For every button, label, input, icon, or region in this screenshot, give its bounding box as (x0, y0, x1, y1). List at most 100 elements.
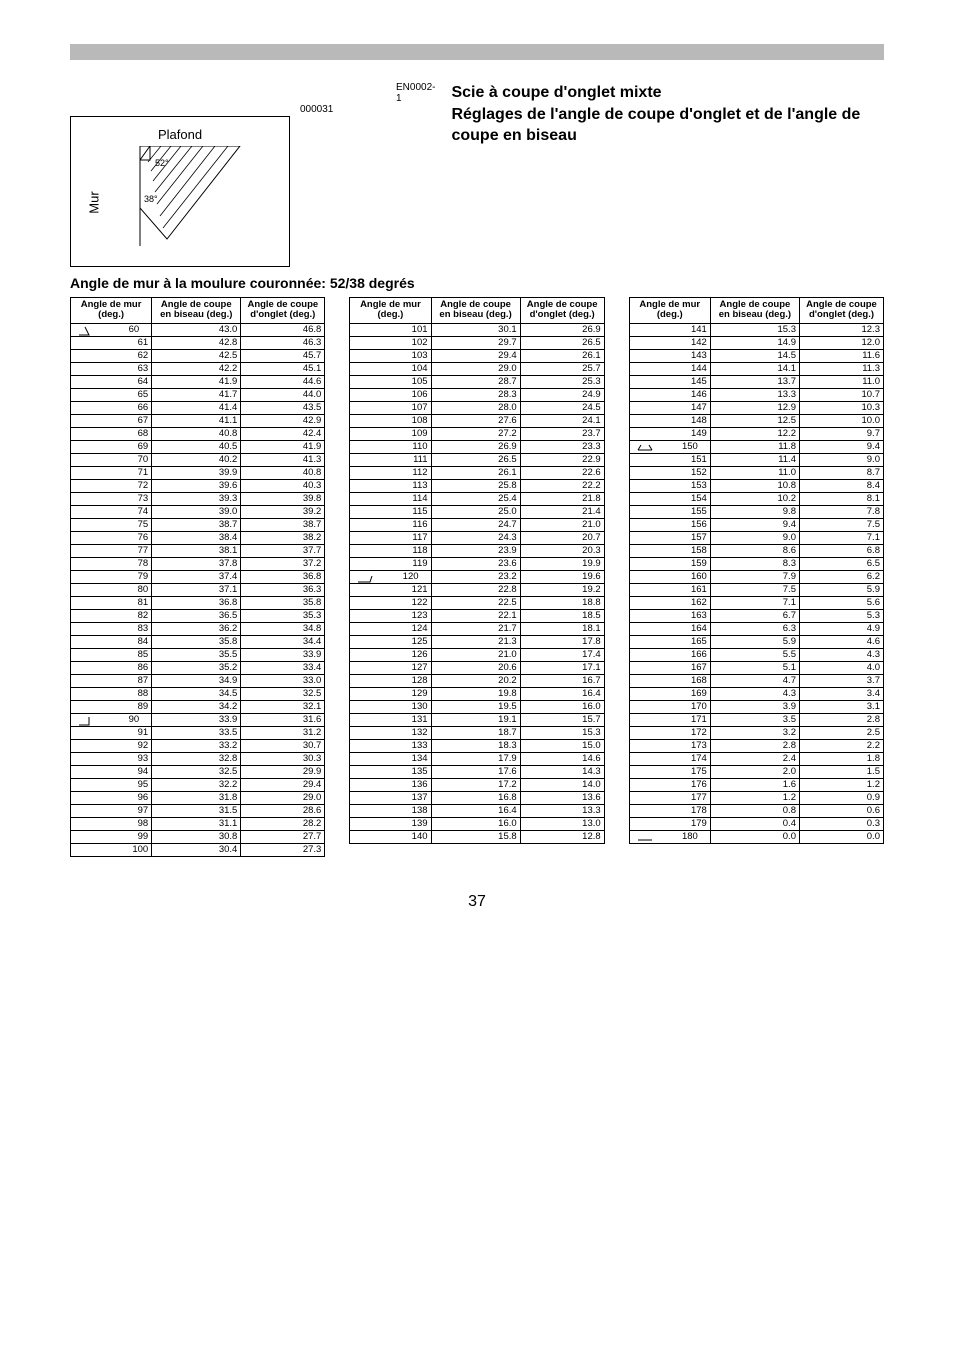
wall-angle-cell: 142 (629, 336, 710, 349)
bevel-cell: 40.8 (152, 427, 241, 440)
wall-angle-cell: 123 (350, 609, 431, 622)
miter-cell: 42.4 (241, 427, 325, 440)
bevel-cell: 3.9 (710, 700, 799, 713)
wall-angle-cell: 99 (71, 830, 152, 843)
miter-cell: 11.3 (799, 362, 883, 375)
wall-angle-cell: 67 (71, 414, 152, 427)
miter-cell: 23.3 (520, 440, 604, 453)
bevel-cell: 35.8 (152, 635, 241, 648)
table-row: 11525.021.4 (350, 505, 604, 518)
bevel-cell: 42.8 (152, 336, 241, 349)
miter-cell: 33.4 (241, 661, 325, 674)
table-row: 8435.834.4 (71, 635, 325, 648)
bevel-cell: 2.0 (710, 765, 799, 778)
bevel-cell: 34.5 (152, 687, 241, 700)
bevel-cell: 11.4 (710, 453, 799, 466)
wall-angle-cell: 166 (629, 648, 710, 661)
wall-angle-cell: 81 (71, 596, 152, 609)
table-row: 1598.36.5 (629, 557, 883, 570)
table-row: 1780.80.6 (629, 804, 883, 817)
table-row: 1771.20.9 (629, 791, 883, 804)
table-row: 1723.22.5 (629, 726, 883, 739)
table-row: 1675.14.0 (629, 661, 883, 674)
miter-cell: 23.7 (520, 427, 604, 440)
table-row: 6043.046.8 (71, 323, 325, 336)
table-row: 14712.910.3 (629, 401, 883, 414)
wall-angle-cell: 116 (350, 518, 431, 531)
miter-cell: 4.6 (799, 635, 883, 648)
wall-angle-cell: 113 (350, 479, 431, 492)
wall-angle-cell: 110 (350, 440, 431, 453)
miter-cell: 20.7 (520, 531, 604, 544)
miter-cell: 46.8 (241, 323, 325, 336)
bevel-cell: 33.9 (152, 713, 241, 726)
table-row: 11126.522.9 (350, 453, 604, 466)
bevel-cell: 17.2 (431, 778, 520, 791)
miter-cell: 29.9 (241, 765, 325, 778)
wall-angle-cell: 163 (629, 609, 710, 622)
miter-cell: 31.6 (241, 713, 325, 726)
bevel-cell: 20.2 (431, 674, 520, 687)
miter-cell: 27.3 (241, 843, 325, 856)
miter-cell: 24.9 (520, 388, 604, 401)
table-row: 12023.219.6 (350, 570, 604, 583)
bevel-cell: 30.8 (152, 830, 241, 843)
miter-cell: 21.0 (520, 518, 604, 531)
miter-cell: 7.1 (799, 531, 883, 544)
table-row: 7040.241.3 (71, 453, 325, 466)
table-row: 9831.128.2 (71, 817, 325, 830)
bevel-cell: 21.0 (431, 648, 520, 661)
col-miter-angle: Angle de couped'onglet (deg.) (520, 298, 604, 324)
bevel-cell: 31.8 (152, 791, 241, 804)
table-row: 1655.94.6 (629, 635, 883, 648)
table-row: 9133.531.2 (71, 726, 325, 739)
miter-cell: 42.9 (241, 414, 325, 427)
miter-cell: 8.7 (799, 466, 883, 479)
table-row: 7538.738.7 (71, 518, 325, 531)
wall-angle-cell: 91 (71, 726, 152, 739)
wall-angle-cell: 114 (350, 492, 431, 505)
table-row: 7837.837.2 (71, 557, 325, 570)
wall-angle-cell: 88 (71, 687, 152, 700)
table-row: 10030.427.3 (71, 843, 325, 856)
table-row: 1569.47.5 (629, 518, 883, 531)
doc-code: EN0002-1 (396, 82, 435, 104)
miter-cell: 43.5 (241, 401, 325, 414)
bevel-cell: 28.7 (431, 375, 520, 388)
bevel-cell: 10.8 (710, 479, 799, 492)
miter-cell: 16.4 (520, 687, 604, 700)
wall-angle-cell: 118 (350, 544, 431, 557)
miter-cell: 22.2 (520, 479, 604, 492)
bevel-cell: 22.8 (431, 583, 520, 596)
miter-cell: 31.2 (241, 726, 325, 739)
table-row: 9532.229.4 (71, 778, 325, 791)
wall-angle-cell: 159 (629, 557, 710, 570)
table-row: 11026.923.3 (350, 440, 604, 453)
wall-angle-cell: 109 (350, 427, 431, 440)
table-row: 1742.41.8 (629, 752, 883, 765)
table-row: 1790.40.3 (629, 817, 883, 830)
wall-angle-cell: 157 (629, 531, 710, 544)
bevel-cell: 19.8 (431, 687, 520, 700)
bevel-cell: 31.1 (152, 817, 241, 830)
bevel-cell: 38.4 (152, 531, 241, 544)
miter-cell: 44.6 (241, 375, 325, 388)
bevel-cell: 41.4 (152, 401, 241, 414)
miter-cell: 8.4 (799, 479, 883, 492)
wall-angle-cell: 124 (350, 622, 431, 635)
bevel-cell: 8.6 (710, 544, 799, 557)
table-row: 12322.118.5 (350, 609, 604, 622)
table-row: 11823.920.3 (350, 544, 604, 557)
wall-angle-cell: 169 (629, 687, 710, 700)
miter-cell: 19.9 (520, 557, 604, 570)
bevel-cell: 24.3 (431, 531, 520, 544)
miter-cell: 32.5 (241, 687, 325, 700)
bevel-cell: 34.2 (152, 700, 241, 713)
table-row: 1732.82.2 (629, 739, 883, 752)
wall-angle-cell: 96 (71, 791, 152, 804)
miter-cell: 39.2 (241, 505, 325, 518)
wall-angle-cell: 111 (350, 453, 431, 466)
bevel-cell: 0.8 (710, 804, 799, 817)
table-row: 11624.721.0 (350, 518, 604, 531)
wall-angle-cell: 170 (629, 700, 710, 713)
